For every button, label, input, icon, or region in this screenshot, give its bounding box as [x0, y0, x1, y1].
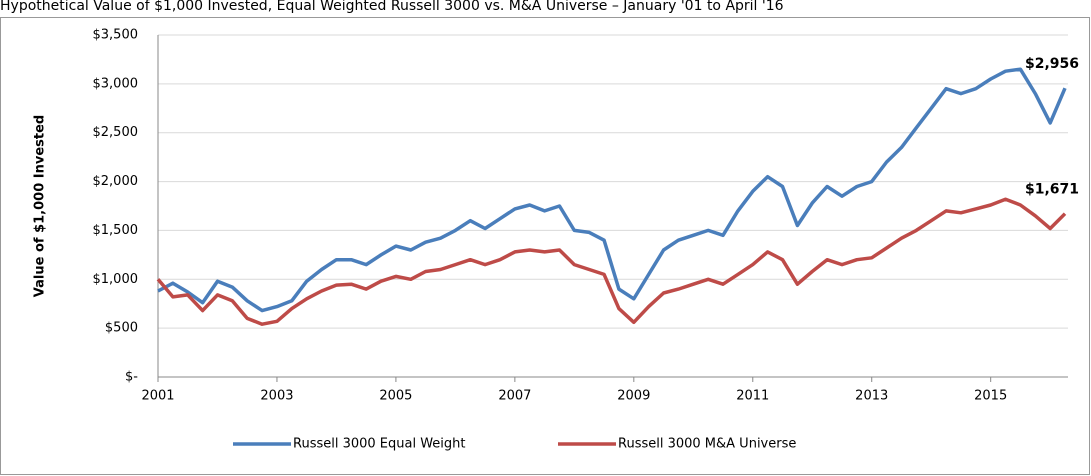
y-tick-label: $- [125, 370, 138, 385]
data-line [156, 197, 1067, 326]
y-tick-label: $1,500 [93, 223, 139, 238]
legend-label: Russell 3000 M&A Universe [618, 437, 796, 452]
y-tick-label: $500 [105, 321, 138, 336]
x-tick-label: 2005 [379, 389, 412, 404]
y-tick-label: $2,000 [93, 174, 139, 189]
y-tick-label: $3,000 [93, 76, 139, 91]
x-tick-label: 2009 [617, 389, 650, 404]
y-axis-title: Value of $1,000 Invested [33, 115, 48, 297]
chart-frame [0, 17, 1090, 475]
y-tick-label: $1,000 [93, 272, 139, 287]
x-tick-label: 2013 [855, 389, 888, 404]
legend-label: Russell 3000 Equal Weight [293, 437, 466, 452]
y-tick-label: $3,500 [93, 28, 139, 43]
x-tick-label: 2003 [260, 389, 293, 404]
data-label: $1,671 [1025, 182, 1079, 198]
x-tick-label: 2015 [974, 389, 1007, 404]
y-tick-label: $2,500 [93, 125, 139, 140]
chart-title: Hypothetical Value of $1,000 Invested, E… [0, 0, 784, 14]
x-tick-label: 2001 [141, 389, 174, 404]
x-tick-label: 2011 [736, 389, 769, 404]
x-tick-label: 2007 [498, 389, 531, 404]
data-line [157, 67, 1067, 313]
data-label: $2,956 [1025, 56, 1079, 72]
